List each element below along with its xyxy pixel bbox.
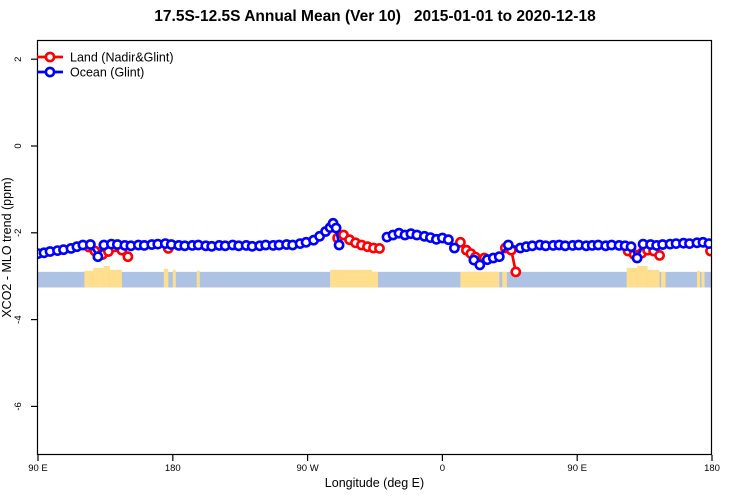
y-tick-label: 2 [13,57,24,62]
x-tick-label: 180 [165,463,181,474]
data-point [493,251,505,263]
legend-marker [44,51,56,63]
y-tick-label: -2 [13,229,24,237]
data-point [92,251,104,263]
x-tick-label: 90 E [28,463,48,474]
x-axis-title: Longitude (deg E) [325,476,424,490]
surface-band [38,265,712,288]
x-tick-label: 90 W [297,463,319,474]
data-point [631,252,643,264]
data-point [510,266,522,278]
band-land-segment [637,265,648,288]
series-ocean [37,217,712,271]
x-tick-label: 0 [440,463,445,474]
band-land-segment [647,269,660,288]
data-point [333,239,345,251]
data-point [448,242,460,254]
legend: Land (Nadir&Glint)Ocean (Glint) [37,51,174,80]
data-point [502,239,514,251]
band-land-segment [196,270,200,288]
x-tick-label: 90 E [567,463,587,474]
y-tick-label: 0 [13,143,24,148]
legend-marker [44,66,56,78]
y-axis: 2 0 -2 -4 -6 [13,57,37,411]
band-land-segment [626,267,638,288]
data-point [474,259,486,271]
band-land-segment [701,271,705,288]
data-point [703,238,712,249]
band-land-segment [163,268,169,288]
band-land-segment [93,267,104,288]
data-series [37,217,712,278]
band-land-segment [372,271,378,288]
data-point [85,239,96,250]
band-land-segment [697,270,701,288]
band-land-segment [109,269,122,288]
data-point [374,242,385,254]
plot-box [36,39,713,456]
x-tick-label: 180 [704,463,720,474]
data-point [330,222,342,234]
legend-label: Land (Nadir&Glint) [70,51,174,65]
y-axis-title: XCO2 - MLO trend (ppm) [0,177,14,317]
band-land-segment [460,271,500,288]
x-axis: 90 E 180 90 W 0 90 E 180 [28,455,720,474]
legend-label: Ocean (Glint) [70,66,144,80]
data-point [654,249,665,261]
chart-title: 17.5S-12.5S Annual Mean (Ver 10) 2015-01… [154,8,596,25]
band-land-segment [84,270,94,288]
data-point [625,241,637,253]
band-land-segment [172,269,176,288]
band-land-segment [661,271,666,288]
band-land-segment [330,269,373,288]
band-land-segment [103,265,110,288]
data-point [442,234,454,246]
data-point [122,251,134,263]
band-land-segment [502,271,507,288]
axis-titles: Longitude (deg E) XCO2 - MLO trend (ppm) [0,177,424,490]
plot-frame [36,39,713,456]
y-tick-label: -4 [13,315,24,323]
y-tick-label: -6 [13,402,24,410]
